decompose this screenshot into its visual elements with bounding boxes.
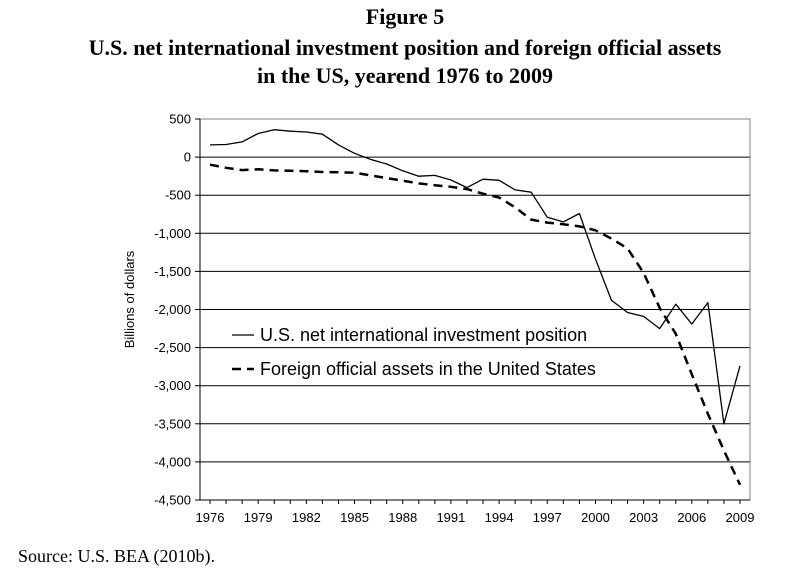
y-tick-label: -500 [165, 188, 191, 203]
y-tick-label: -4,500 [154, 493, 191, 508]
legend: U.S. net international investment positi… [232, 325, 596, 379]
x-tick-label: 2009 [726, 510, 755, 525]
y-tick-label: -3,000 [154, 378, 191, 393]
x-tick-label: 1976 [196, 510, 225, 525]
y-tick-label: -4,000 [154, 454, 191, 469]
y-tick-label: 0 [184, 150, 191, 165]
chart-title: U.S. net international investment positi… [0, 34, 810, 90]
x-tick-label: 2000 [581, 510, 610, 525]
gridlines [200, 118, 750, 501]
source-note: Source: U.S. BEA (2010b). [18, 546, 215, 566]
legend-label: Foreign official assets in the United St… [260, 359, 596, 379]
y-tick-label: -3,500 [154, 416, 191, 431]
y-tick-label: -2,500 [154, 340, 191, 355]
series-line-foreign-official-assets [209, 163, 742, 486]
x-tick-label: 1997 [533, 510, 562, 525]
x-tick-label: 1982 [292, 510, 321, 525]
series-line-net-iip [209, 129, 741, 425]
y-axis-label: Billions of dollars [122, 250, 137, 348]
y-tick-label: -1,500 [154, 264, 191, 279]
x-tick-label: 2003 [629, 510, 658, 525]
x-tick-label: 1988 [388, 510, 417, 525]
x-tick-label: 1994 [485, 510, 514, 525]
x-tick-label: 1979 [244, 510, 273, 525]
series-lines [209, 129, 742, 486]
legend-label: U.S. net international investment positi… [260, 325, 587, 345]
x-axis-ticks: 1976 1979 1982 1985 1988 1991 1994 1997 2000 2003… [196, 499, 755, 525]
y-tick-label: -1,000 [154, 226, 191, 241]
chart-title-line1: U.S. net international investment positi… [88, 35, 722, 60]
x-tick-label: 1991 [436, 510, 465, 525]
figure-label: Figure 5 [365, 4, 445, 29]
x-tick-label: 2006 [677, 510, 706, 525]
y-axis-ticks: 500 0 -500 -1,000 -1,500 -2,000 -2,500 -3,000 -3… [154, 112, 201, 508]
y-tick-label: -2,000 [154, 302, 191, 317]
x-tick-label: 1985 [340, 510, 369, 525]
chart-title-line2: in the US, yearend 1976 to 2009 [257, 63, 553, 88]
y-tick-label: 500 [169, 112, 191, 127]
